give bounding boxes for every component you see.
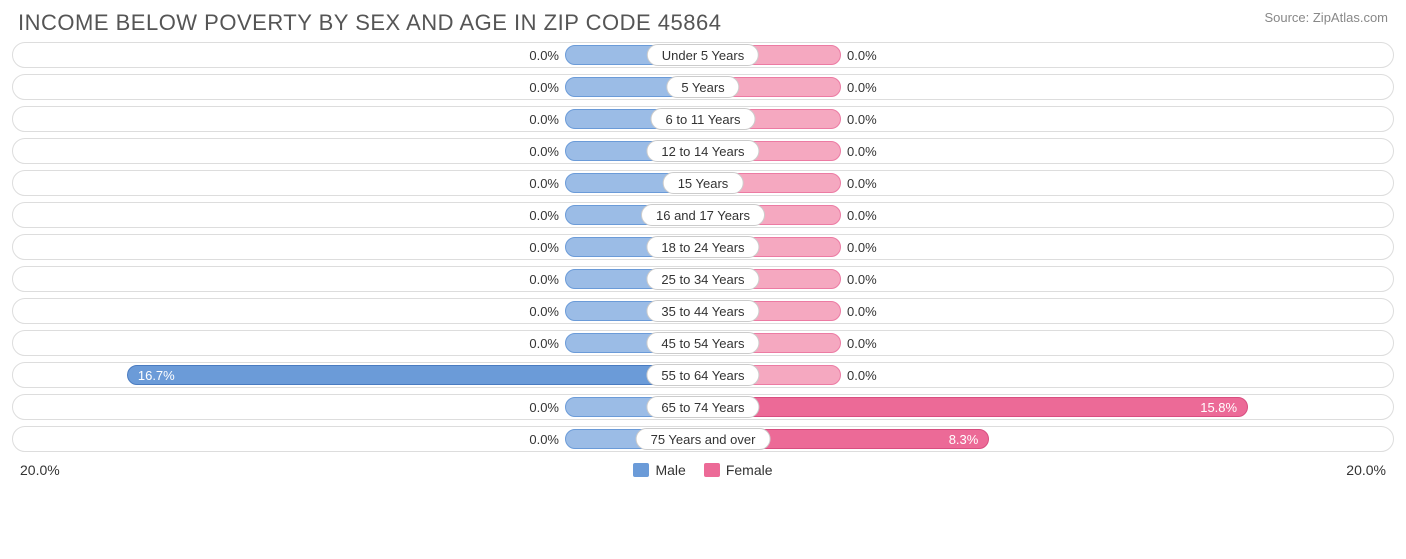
chart-header: INCOME BELOW POVERTY BY SEX AND AGE IN Z…	[0, 0, 1406, 42]
category-label: 55 to 64 Years	[646, 364, 759, 386]
male-value: 0.0%	[529, 171, 559, 195]
chart-source: Source: ZipAtlas.com	[1264, 10, 1388, 25]
chart-row: 0.0% 0.0% 6 to 11 Years	[12, 106, 1394, 132]
male-value: 0.0%	[529, 139, 559, 163]
male-value: 0.0%	[529, 43, 559, 67]
legend: Male Female	[633, 462, 772, 478]
male-value: 0.0%	[529, 299, 559, 323]
female-value: 0.0%	[847, 267, 877, 291]
male-value: 0.0%	[529, 331, 559, 355]
male-value: 0.0%	[529, 427, 559, 451]
legend-item-female: Female	[704, 462, 773, 478]
female-value: 0.0%	[847, 75, 877, 99]
legend-item-male: Male	[633, 462, 685, 478]
chart-row: 0.0% 0.0% 12 to 14 Years	[12, 138, 1394, 164]
axis-max-right: 20.0%	[1346, 462, 1386, 478]
chart-row: 0.0% 0.0% 16 and 17 Years	[12, 202, 1394, 228]
legend-label-female: Female	[726, 462, 773, 478]
female-value: 8.3%	[949, 432, 979, 447]
axis-max-left: 20.0%	[20, 462, 60, 478]
chart-row: 0.0% 0.0% 35 to 44 Years	[12, 298, 1394, 324]
male-value: 0.0%	[529, 107, 559, 131]
female-value: 0.0%	[847, 299, 877, 323]
male-bar: 16.7%	[127, 365, 703, 385]
chart-row: 0.0% 0.0% 18 to 24 Years	[12, 234, 1394, 260]
chart-row: 0.0% 0.0% 15 Years	[12, 170, 1394, 196]
male-value: 0.0%	[529, 203, 559, 227]
female-value: 15.8%	[1200, 400, 1237, 415]
female-value: 0.0%	[847, 43, 877, 67]
category-label: 15 Years	[663, 172, 744, 194]
male-value: 0.0%	[529, 235, 559, 259]
female-value: 0.0%	[847, 107, 877, 131]
male-value: 0.0%	[529, 75, 559, 99]
male-value: 0.0%	[529, 267, 559, 291]
category-label: 35 to 44 Years	[646, 300, 759, 322]
male-value: 16.7%	[138, 368, 175, 383]
chart-row: 16.7% 0.0% 55 to 64 Years	[12, 362, 1394, 388]
chart-row: 0.0% 15.8% 65 to 74 Years	[12, 394, 1394, 420]
female-value: 0.0%	[847, 331, 877, 355]
legend-swatch-female	[704, 463, 720, 477]
female-value: 0.0%	[847, 171, 877, 195]
category-label: 18 to 24 Years	[646, 236, 759, 258]
category-label: 25 to 34 Years	[646, 268, 759, 290]
chart-container: INCOME BELOW POVERTY BY SEX AND AGE IN Z…	[0, 0, 1406, 488]
category-label: 12 to 14 Years	[646, 140, 759, 162]
category-label: 45 to 54 Years	[646, 332, 759, 354]
category-label: 75 Years and over	[636, 428, 771, 450]
chart-title: INCOME BELOW POVERTY BY SEX AND AGE IN Z…	[18, 10, 721, 36]
chart-row: 0.0% 0.0% 45 to 54 Years	[12, 330, 1394, 356]
category-label: 5 Years	[666, 76, 739, 98]
chart-area: 0.0%0.0%Under 5 Years0.0%0.0%5 Years0.0%…	[0, 42, 1406, 452]
female-value: 0.0%	[847, 363, 877, 387]
category-label: 65 to 74 Years	[646, 396, 759, 418]
chart-row: 0.0% 8.3% 75 Years and over	[12, 426, 1394, 452]
chart-row: 0.0% 0.0% 5 Years	[12, 74, 1394, 100]
chart-row: 0.0% 0.0% Under 5 Years	[12, 42, 1394, 68]
chart-footer: 20.0% Male Female 20.0%	[0, 458, 1406, 488]
female-value: 0.0%	[847, 235, 877, 259]
category-label: 6 to 11 Years	[651, 108, 756, 130]
category-label: Under 5 Years	[647, 44, 759, 66]
legend-swatch-male	[633, 463, 649, 477]
female-value: 0.0%	[847, 203, 877, 227]
legend-label-male: Male	[655, 462, 685, 478]
category-label: 16 and 17 Years	[641, 204, 765, 226]
male-value: 0.0%	[529, 395, 559, 419]
female-bar: 15.8%	[703, 397, 1248, 417]
chart-row: 0.0% 0.0% 25 to 34 Years	[12, 266, 1394, 292]
female-value: 0.0%	[847, 139, 877, 163]
